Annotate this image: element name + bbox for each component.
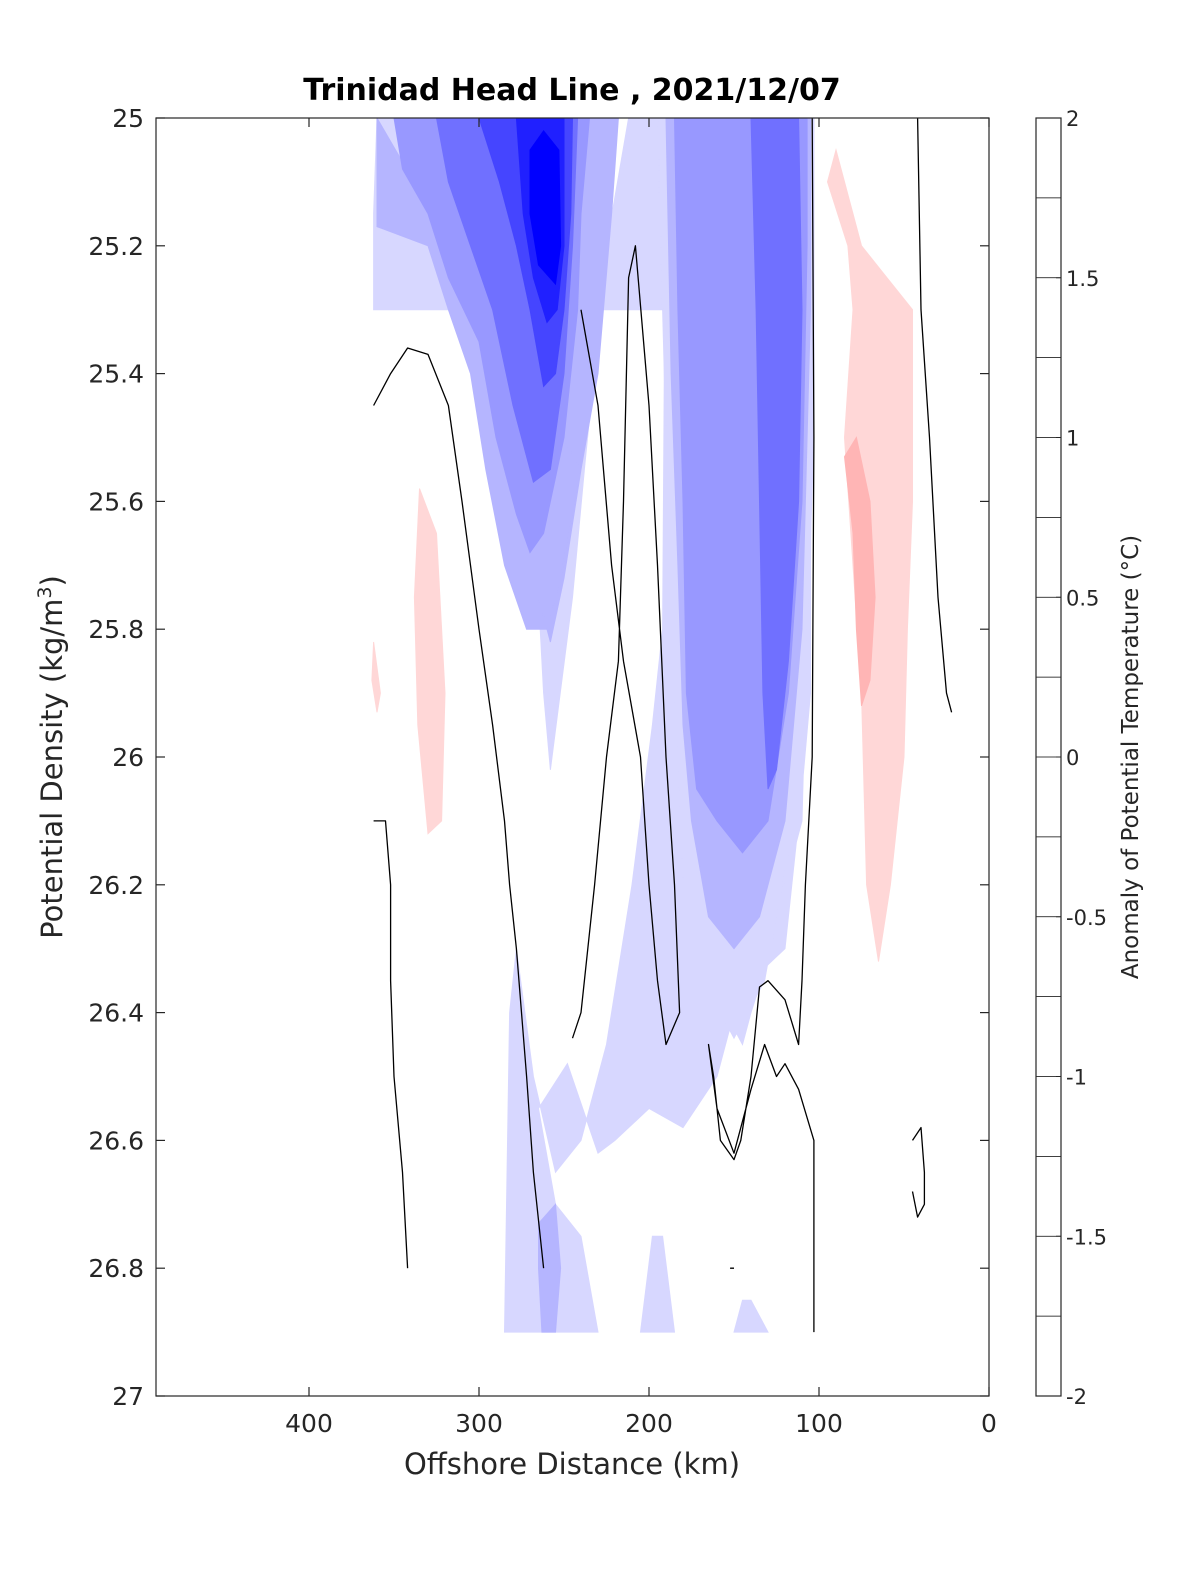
chart-title: Trinidad Head Line , 2021/12/07 xyxy=(303,73,840,108)
filled-contours xyxy=(371,117,913,1333)
contour-line-4 xyxy=(916,117,953,713)
filled-region-6 xyxy=(529,129,562,286)
contour-line-3 xyxy=(707,117,815,1333)
colorbar-tick-label: 0.5 xyxy=(1066,586,1099,610)
colorbar-tick-label: 0 xyxy=(1066,746,1079,770)
y-tick-label: 25.6 xyxy=(88,487,144,516)
zero-contour-lines xyxy=(373,117,953,1333)
x-tick-label: 0 xyxy=(981,1409,997,1438)
filled-region-10 xyxy=(750,117,803,790)
y-tick-label: 25.2 xyxy=(88,232,144,261)
contour-line-1 xyxy=(373,820,409,1269)
y-tick-label: 26.4 xyxy=(88,999,144,1028)
y-axis-ticks: 25 25.2 25.4 25.6 25.8 26 26.2 26.4 26.6 26.8 27 xyxy=(88,104,989,1411)
plot-area: 400 300 200 100 0 25 25.2 25.4 25.6 25.8 26 26.2 26… xyxy=(88,104,997,1438)
x-axis-label: Offshore Distance (km) xyxy=(404,1447,740,1481)
colorbar-tick-label: -1 xyxy=(1066,1066,1087,1090)
y-tick-label: 26.2 xyxy=(88,871,144,900)
contour-line-2 xyxy=(571,245,681,1046)
x-tick-label: 200 xyxy=(625,1409,673,1438)
y-axis-label-close: ) xyxy=(35,575,69,586)
y-tick-label: 26.8 xyxy=(88,1254,144,1283)
colorbar-label: Anomaly of Potential Temperature (°C) xyxy=(1118,535,1144,979)
y-tick-label: 25.4 xyxy=(88,360,144,389)
filled-region-15 xyxy=(639,1235,676,1333)
y-axis-label: Potential Density (kg/m3) xyxy=(34,575,69,939)
y-tick-label: 26.6 xyxy=(88,1126,144,1155)
y-tick-label: 25 xyxy=(112,104,144,133)
colorbar-tick-label: -1.5 xyxy=(1066,1225,1107,1249)
x-tick-label: 300 xyxy=(455,1409,503,1438)
filled-region-12 xyxy=(843,436,876,707)
contour-line-0 xyxy=(373,347,545,1269)
filled-region-14 xyxy=(371,641,381,713)
y-axis-label-superscript: 3 xyxy=(34,586,56,598)
x-axis-ticks: 400 300 200 100 0 xyxy=(285,118,997,1438)
colorbar-tick-label: 1 xyxy=(1066,427,1079,451)
colorbar-tick-label: -2 xyxy=(1066,1385,1087,1409)
y-tick-label: 26 xyxy=(112,743,144,772)
colorbar-tick-label: 2 xyxy=(1066,107,1079,131)
x-tick-label: 400 xyxy=(285,1409,333,1438)
x-tick-label: 100 xyxy=(795,1409,843,1438)
colorbar-tick-label: 1.5 xyxy=(1066,267,1099,291)
y-axis-label-main: Potential Density (kg/m xyxy=(35,599,69,939)
filled-region-13 xyxy=(413,488,446,835)
colorbar-tick-label: -0.5 xyxy=(1066,906,1107,930)
contour-line-5 xyxy=(911,1126,926,1218)
y-tick-label: 25.8 xyxy=(88,615,144,644)
filled-region-16 xyxy=(733,1299,769,1333)
y-tick-label: 27 xyxy=(112,1382,144,1411)
colorbar: 2 1.5 1 0.5 0 -0.5 -1 -1.5 -2 xyxy=(1035,107,1107,1409)
filled-region-17 xyxy=(538,1203,562,1333)
